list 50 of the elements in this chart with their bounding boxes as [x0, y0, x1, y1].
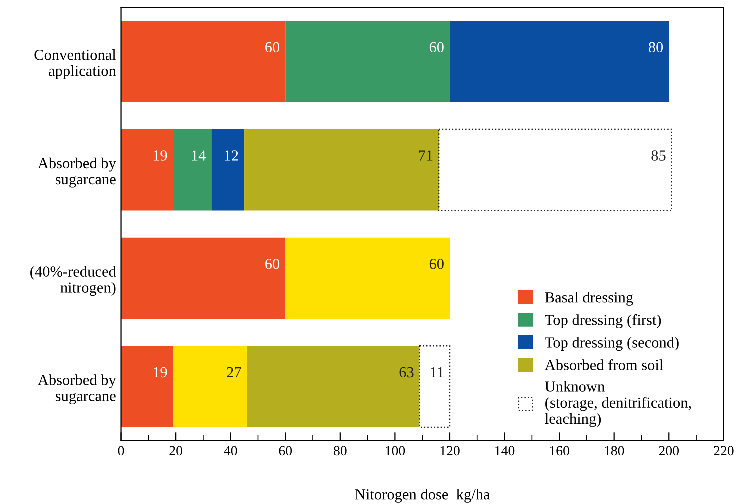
bar: [121, 346, 174, 428]
data-label: 27: [227, 367, 242, 378]
data-label: 11: [431, 367, 444, 378]
x-tick-label: 140: [496, 446, 515, 456]
bar: [247, 346, 420, 428]
x-tick-label: 60: [279, 446, 292, 456]
legend-label: Absorbed from soil: [545, 360, 664, 370]
x-axis-title: Nitorogen dose kg/ha: [355, 489, 490, 503]
legend-label: Top dressing (second): [545, 337, 679, 352]
data-label: 85: [652, 150, 666, 161]
x-tick-label: 180: [605, 446, 624, 456]
bar: [173, 346, 248, 428]
data-label: 60: [266, 258, 280, 270]
bar: [286, 238, 450, 320]
bar: [244, 129, 440, 211]
legend-label: Top dressing (first): [545, 314, 662, 328]
legend-label: Basal dressing: [545, 292, 634, 306]
x-tick-label: 220: [714, 446, 734, 456]
y-tick-label: Absorbed by sugarcane: [38, 158, 116, 188]
x-tick-label: 100: [386, 446, 406, 456]
data-label: 63: [400, 367, 414, 378]
x-tick-label: 20: [170, 446, 182, 456]
bar: [121, 129, 174, 211]
data-label: 60: [430, 42, 444, 53]
bar: [212, 129, 245, 211]
y-tick-label: Absorbed by sugarcane: [38, 374, 116, 405]
y-tick-label: Conventional application: [34, 50, 116, 80]
bar: [286, 21, 450, 102]
data-label: 60: [266, 42, 280, 53]
bar: [438, 128, 672, 212]
bar: [450, 21, 670, 102]
data-label: 71: [419, 150, 433, 161]
data-label: 12: [225, 150, 238, 161]
x-tick-label: 0: [118, 446, 124, 456]
bar: [121, 238, 286, 320]
x-tick-label: 40: [224, 446, 238, 456]
x-tick-label: 160: [550, 446, 570, 456]
x-tick-label: 200: [659, 446, 680, 456]
data-label: 14: [192, 150, 206, 161]
data-label: 19: [154, 367, 168, 378]
data-label: 80: [648, 42, 664, 53]
bar: [121, 21, 286, 102]
x-tick-label: 120: [440, 446, 460, 456]
data-label: 19: [154, 150, 168, 161]
y-tick-label: (40%-reduced nitrogen): [30, 266, 116, 296]
data-label: 60: [430, 258, 444, 270]
x-tick-label: 80: [334, 446, 347, 456]
bar: [173, 129, 212, 211]
legend-label: Unknown (storage, denitrification, leaching): [545, 381, 692, 428]
bar: [419, 346, 451, 428]
